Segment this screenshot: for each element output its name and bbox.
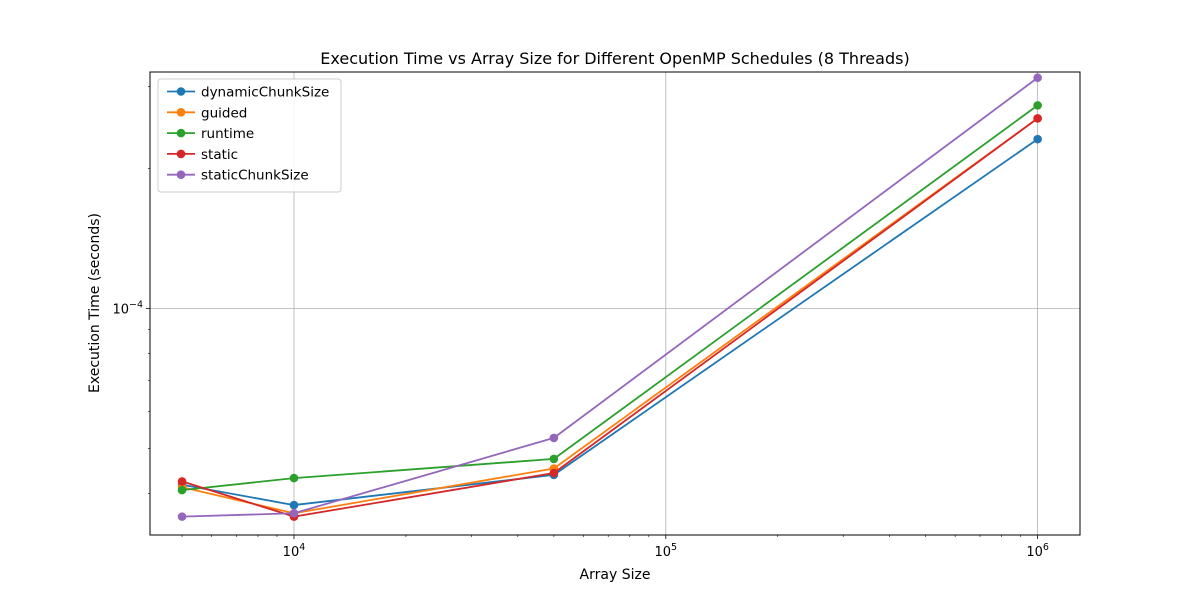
data-point [549, 454, 559, 464]
legend-item: runtime [167, 126, 254, 142]
legend: dynamicChunkSize guided runtime static stati… [157, 78, 342, 193]
series-line [181, 138, 1039, 506]
legend-label: dynamicChunkSize [201, 85, 329, 101]
data-point [549, 468, 559, 478]
chart-title: Execution Time vs Array Size for Differe… [320, 49, 909, 68]
y-axis-label: Execution Time (seconds) [87, 213, 103, 393]
data-point [1033, 134, 1042, 144]
legend-label: guided [201, 105, 247, 121]
data-point [289, 508, 299, 518]
series-line [181, 117, 1039, 515]
series-line [181, 117, 1039, 518]
legend-label: runtime [201, 126, 254, 142]
legend-label: staticChunkSize [201, 168, 309, 184]
legend-box [157, 78, 342, 193]
data-point [289, 500, 299, 510]
series-layer [177, 73, 1042, 521]
data-point [549, 433, 559, 443]
legend-marker [176, 87, 186, 96]
data-point [1033, 101, 1042, 110]
data-point [177, 477, 187, 486]
legend-item: static [167, 147, 238, 163]
legend-marker [176, 128, 186, 138]
legend-item: dynamicChunkSize [167, 85, 329, 101]
series-line [181, 104, 1039, 492]
legend-marker [176, 170, 186, 179]
legend-marker [176, 149, 186, 159]
data-point [1033, 114, 1042, 123]
series-dynamicChunkSize [177, 134, 1042, 510]
series-line [182, 77, 1039, 518]
series-runtime [177, 101, 1042, 495]
legend-item: staticChunkSize [167, 168, 309, 184]
data-point [177, 512, 187, 521]
data-point [1033, 73, 1042, 83]
data-point [177, 485, 187, 495]
plot-frame [149, 71, 1081, 536]
legend-label: static [201, 147, 238, 163]
legend-marker [176, 108, 186, 117]
y-tick-label: 10−4 [112, 299, 143, 317]
series-staticChunkSize [177, 73, 1042, 521]
x-axis-label: Array Size [580, 567, 651, 583]
data-point [289, 473, 299, 483]
legend-item: guided [167, 105, 247, 121]
